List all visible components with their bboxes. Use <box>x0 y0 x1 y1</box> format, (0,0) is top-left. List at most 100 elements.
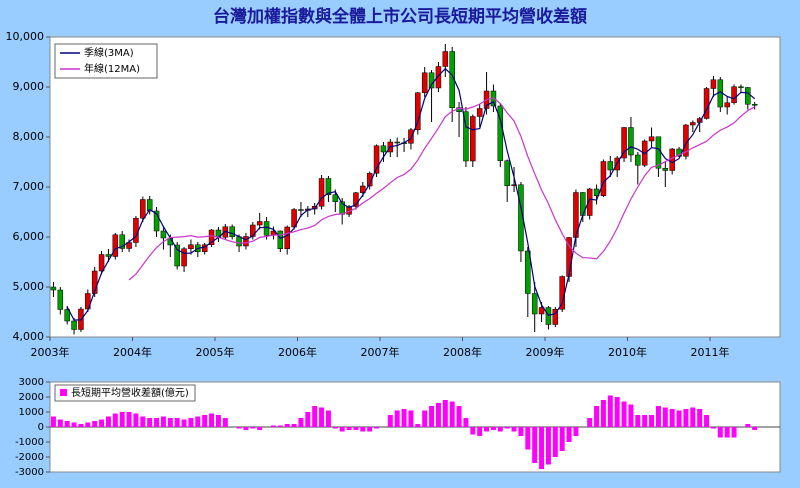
candle-body <box>188 244 194 249</box>
bar <box>745 424 751 427</box>
bar <box>57 419 63 427</box>
bar <box>346 427 352 430</box>
legend-box <box>54 43 158 79</box>
bar <box>470 427 476 435</box>
candle-body <box>669 148 675 171</box>
candle-body <box>318 178 325 207</box>
bar <box>607 395 613 427</box>
legend-label: 季線(3MA) <box>84 46 134 59</box>
candle-body <box>435 66 442 89</box>
bar <box>374 427 380 429</box>
candle-body <box>229 226 235 237</box>
bar <box>71 422 77 427</box>
candle-body <box>600 161 607 196</box>
bar <box>477 427 483 436</box>
bar <box>339 427 345 432</box>
bar <box>85 422 91 427</box>
bar <box>105 416 111 427</box>
bar <box>649 415 655 427</box>
candle-body <box>284 226 290 249</box>
candle-body <box>552 309 559 325</box>
candle-body <box>476 108 483 117</box>
candle-body <box>119 234 125 249</box>
candle-body <box>511 184 517 186</box>
candle-body <box>71 320 77 330</box>
candle-body <box>174 244 180 267</box>
bar <box>78 424 84 427</box>
bar <box>559 427 565 451</box>
bar <box>367 427 373 432</box>
y-tick-label: -3000 <box>15 467 44 478</box>
candle-body <box>91 270 98 294</box>
bar <box>566 427 572 442</box>
candle-body <box>442 51 449 67</box>
candle-body <box>415 92 421 130</box>
bar <box>147 418 153 427</box>
bar <box>99 419 105 427</box>
candle-body <box>57 289 64 310</box>
ma-line <box>66 67 756 321</box>
y-tick-label: -2000 <box>15 452 44 463</box>
x-tick-label: 2004年 <box>113 345 152 359</box>
bar <box>655 406 661 427</box>
candle-body <box>751 104 758 106</box>
candle-body <box>738 86 744 88</box>
bar <box>160 416 166 427</box>
bar <box>250 427 256 429</box>
candle-body <box>256 221 263 226</box>
y-tick-label: 0 <box>38 422 44 433</box>
bar <box>511 427 517 432</box>
candle-body <box>332 194 339 202</box>
candle-body <box>373 145 380 174</box>
candle-body <box>360 185 366 193</box>
candle-body <box>325 178 332 195</box>
x-tick-label: 2009年 <box>526 345 565 359</box>
bar <box>442 400 448 427</box>
candle-body <box>353 192 359 207</box>
bar <box>463 418 469 427</box>
bar <box>209 413 215 427</box>
y-tick-label: 7,000 <box>13 180 45 193</box>
bar <box>312 406 318 427</box>
candle-body <box>531 293 538 315</box>
bar <box>133 413 139 427</box>
candle-body <box>710 79 717 89</box>
bar <box>724 427 730 438</box>
bar <box>662 407 668 427</box>
x-tick-label: 2010年 <box>608 345 647 359</box>
candle-body <box>586 188 593 216</box>
bar <box>222 418 228 427</box>
bar <box>594 406 600 427</box>
bar <box>415 424 421 427</box>
candle-body <box>662 168 669 171</box>
candle-body <box>146 199 153 212</box>
candle-body <box>408 129 414 144</box>
bar <box>325 410 331 427</box>
bar <box>552 427 558 457</box>
candle-body <box>421 72 428 93</box>
candle-body <box>236 236 242 247</box>
bar <box>683 409 689 427</box>
bar <box>257 427 263 430</box>
bar <box>731 427 737 438</box>
bar <box>704 415 710 427</box>
bar <box>635 415 641 427</box>
candle-body <box>724 102 730 108</box>
candle-body <box>298 209 304 211</box>
y-tick-label: 4,000 <box>13 330 45 343</box>
candle-body <box>545 307 552 325</box>
bar <box>243 427 249 430</box>
bar <box>360 427 366 432</box>
bar <box>236 427 242 429</box>
y-tick-label: 1000 <box>19 407 44 418</box>
bar <box>449 401 455 427</box>
bar <box>690 407 696 427</box>
x-tick-label: 2011年 <box>691 345 730 359</box>
bar <box>401 409 407 427</box>
bar <box>188 418 194 427</box>
candle-body <box>621 127 627 159</box>
candle-body <box>655 136 662 169</box>
candle-body <box>525 250 531 294</box>
candle-body <box>690 122 696 126</box>
